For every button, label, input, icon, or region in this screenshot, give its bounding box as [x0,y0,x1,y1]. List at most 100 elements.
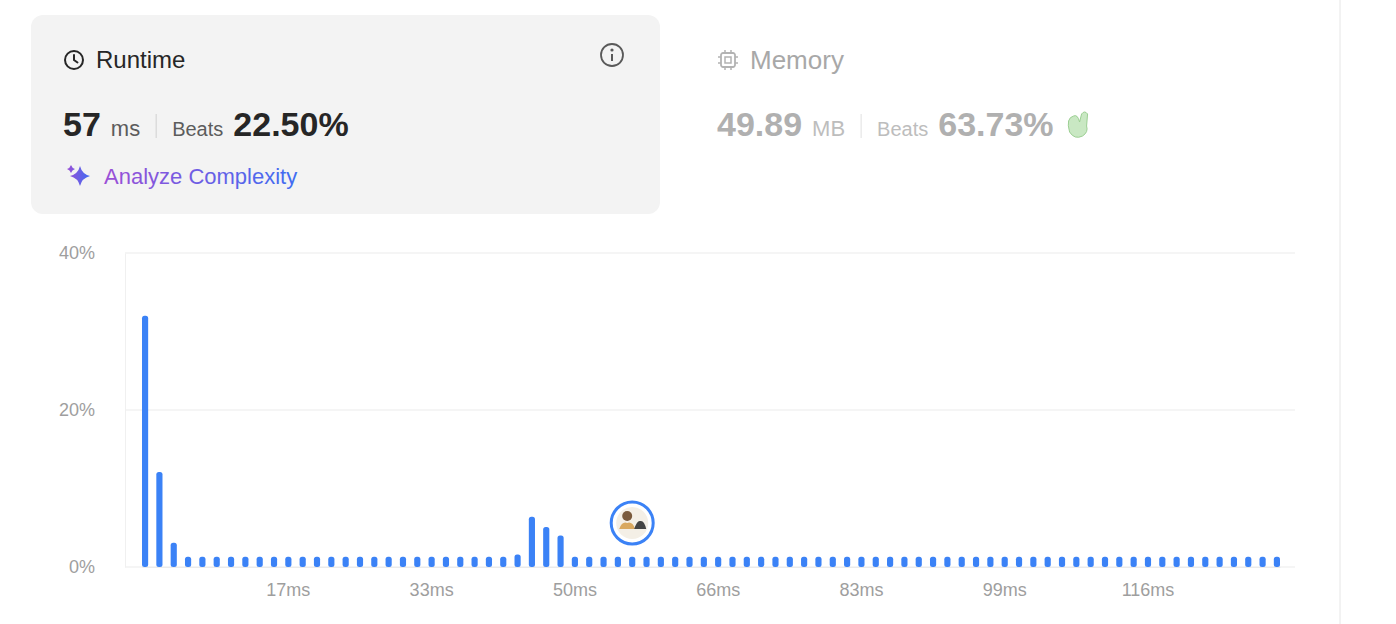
bar[interactable] [314,557,320,567]
bar[interactable] [199,557,205,567]
chip-icon[interactable] [718,50,738,70]
bar[interactable] [500,557,506,567]
bar[interactable] [1045,557,1051,567]
bar[interactable] [600,557,606,567]
bar[interactable] [672,557,678,567]
bar[interactable] [429,557,435,567]
memory-value[interactable]: 49.89 [717,105,802,143]
bar[interactable] [772,557,778,567]
bar[interactable] [1102,557,1108,567]
avatar-figure[interactable] [619,523,635,529]
bar[interactable] [285,557,291,567]
bar[interactable] [686,557,692,567]
bar[interactable] [214,557,220,567]
bar[interactable] [944,557,950,567]
bar[interactable] [171,543,177,567]
bar[interactable] [414,557,420,567]
bar[interactable] [758,557,764,567]
bar[interactable] [543,527,549,567]
info-bar[interactable] [611,54,613,61]
bar[interactable] [1116,557,1122,567]
bar[interactable] [1030,557,1036,567]
sparkle-icon[interactable] [67,165,90,186]
bar[interactable] [1131,557,1137,567]
info-icon[interactable] [601,44,623,66]
analyze-link[interactable]: Analyze Complexity [104,164,297,189]
bar[interactable] [572,557,578,567]
bar[interactable] [959,557,965,567]
chip-core[interactable] [725,57,731,63]
bar[interactable] [328,557,334,567]
memory-beats[interactable]: 63.73% [938,105,1053,143]
bar[interactable] [400,557,406,567]
bar[interactable] [386,557,392,567]
avatar-bg[interactable] [616,507,648,539]
bar[interactable] [472,557,478,567]
bar[interactable] [615,557,621,567]
bar[interactable] [371,557,377,567]
bar[interactable] [1217,557,1223,567]
bar[interactable] [930,557,936,567]
bar[interactable] [515,554,521,567]
memory-title[interactable]: Memory [750,45,844,75]
bar[interactable] [901,557,907,567]
bar[interactable] [744,557,750,567]
bar[interactable] [557,536,563,567]
bar[interactable] [242,557,248,567]
bar[interactable] [844,557,850,567]
avatar-ring[interactable] [611,502,653,544]
bar[interactable] [801,557,807,567]
bar[interactable] [457,557,463,567]
bar[interactable] [486,557,492,567]
bar[interactable] [858,557,864,567]
bar[interactable] [629,557,635,567]
bar[interactable] [973,557,979,567]
bar[interactable] [1202,557,1208,567]
bar[interactable] [1016,557,1022,567]
bar[interactable] [1260,557,1266,567]
bar[interactable] [586,557,592,567]
bar[interactable] [643,557,649,567]
bar[interactable] [1231,557,1237,567]
bar[interactable] [185,557,191,567]
bar[interactable] [887,557,893,567]
bar[interactable] [343,557,349,567]
bar[interactable] [1245,557,1251,567]
bar[interactable] [815,557,821,567]
bar[interactable] [1174,557,1180,567]
bar[interactable] [715,557,721,567]
bar[interactable] [1188,557,1194,567]
bar[interactable] [830,557,836,567]
bar[interactable] [987,557,993,567]
bar[interactable] [1073,557,1079,567]
user-avatar[interactable] [611,502,653,544]
bar[interactable] [916,557,922,567]
memory-unit[interactable]: MB [812,116,845,141]
info-dot[interactable] [610,48,613,51]
avatar-figure[interactable] [634,521,646,529]
chip-body[interactable] [721,53,735,67]
bar[interactable] [1159,557,1165,567]
bar[interactable] [873,557,879,567]
bar[interactable] [300,557,306,567]
bar[interactable] [357,557,363,567]
bar[interactable] [529,517,535,567]
bar[interactable] [228,557,234,567]
chip-pins[interactable] [718,50,738,70]
bar[interactable] [658,557,664,567]
bar[interactable] [1088,557,1094,567]
memory-card[interactable]: Memory 49.89 MB Beats 63.73% [717,45,1088,143]
bar[interactable] [1145,557,1151,567]
info-ring[interactable] [601,44,623,66]
bar[interactable] [729,557,735,567]
bar[interactable] [1274,557,1280,567]
beats-label[interactable]: Beats [877,118,928,140]
bar[interactable] [1002,557,1008,567]
bar[interactable] [142,316,148,567]
bar[interactable] [701,557,707,567]
bar[interactable] [787,557,793,567]
bar[interactable] [257,557,263,567]
bar[interactable] [1059,557,1065,567]
bar[interactable] [271,557,277,567]
avatar-figure[interactable] [622,511,632,521]
